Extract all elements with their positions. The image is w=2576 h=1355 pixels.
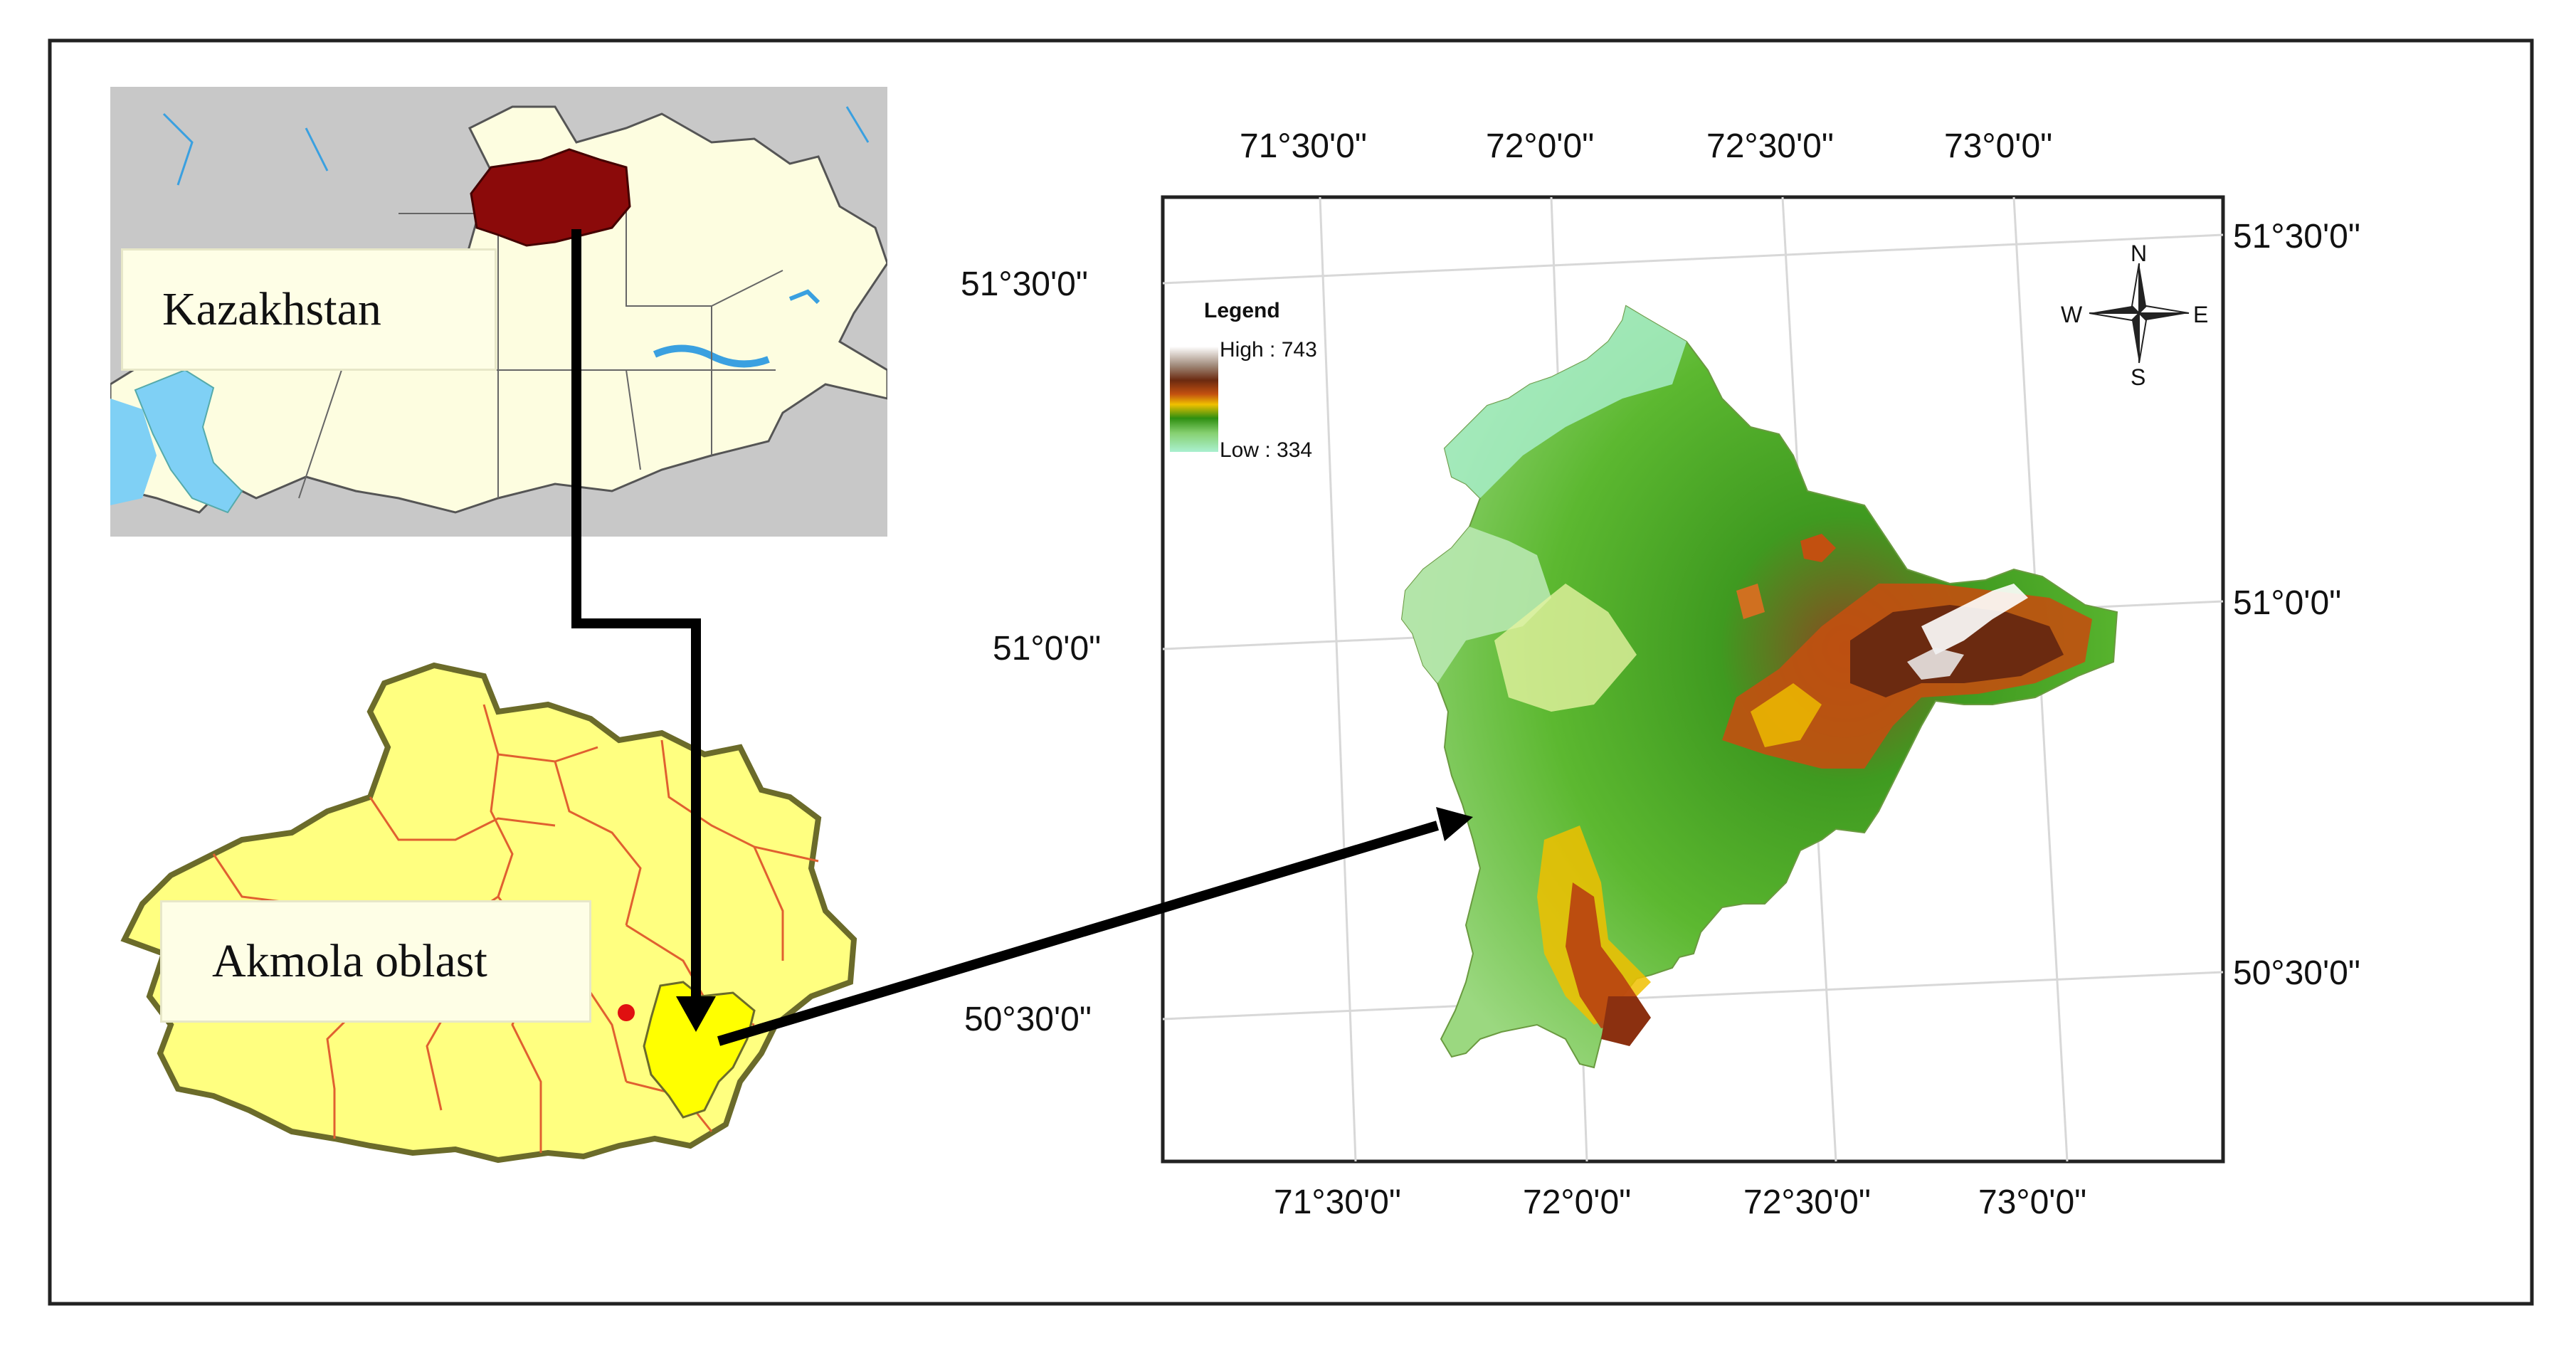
arrowhead-right-icon bbox=[1436, 807, 1473, 841]
bottom-tick-label: 71°30'0" bbox=[1274, 1183, 1401, 1221]
legend-low-label: Low : 334 bbox=[1220, 438, 1313, 462]
left-tick-label: 50°30'0" bbox=[964, 1001, 1092, 1038]
compass-rose-icon bbox=[2089, 263, 2190, 364]
left-tick-label: 51°30'0" bbox=[961, 265, 1088, 303]
arrowhead-down-icon bbox=[676, 996, 716, 1032]
kazakhstan-label-text: Kazakhstan bbox=[162, 283, 381, 335]
dem-elevation-map bbox=[1400, 305, 2118, 1069]
akmola-oblast-label: Akmola oblast bbox=[160, 900, 591, 1023]
legend-title: Legend bbox=[1204, 299, 1280, 322]
legend-high-label: High : 743 bbox=[1220, 338, 1317, 362]
top-tick-label: 73°0'0" bbox=[1944, 127, 2053, 165]
kazakhstan-label: Kazakhstan bbox=[121, 248, 497, 371]
akmola-oblast-label-text: Akmola oblast bbox=[212, 935, 487, 987]
kazakhstan-inset-map bbox=[110, 87, 887, 537]
compass-south-label: S bbox=[2131, 364, 2146, 390]
top-tick-label: 72°0'0" bbox=[1486, 127, 1595, 165]
akmola-highlight bbox=[470, 148, 631, 247]
right-tick-label: 51°30'0" bbox=[2233, 218, 2360, 255]
bottom-tick-label: 73°0'0" bbox=[1978, 1183, 2087, 1221]
right-tick-label: 51°0'0" bbox=[2233, 584, 2342, 622]
compass-north-label: N bbox=[2131, 241, 2148, 266]
capital-marker bbox=[618, 1004, 635, 1021]
bottom-tick-label: 72°0'0" bbox=[1523, 1183, 1632, 1221]
kazakhstan-to-akmola-arrow bbox=[571, 229, 701, 1011]
connector-arrows bbox=[571, 229, 1473, 1046]
top-tick-label: 71°30'0" bbox=[1240, 127, 1367, 165]
legend-color-ramp bbox=[1170, 347, 1218, 452]
compass-east-label: E bbox=[2193, 302, 2209, 327]
study-area-highlight bbox=[643, 981, 756, 1119]
compass-west-label: W bbox=[2061, 302, 2083, 327]
left-tick-label: 51°0'0" bbox=[993, 630, 1102, 668]
top-tick-label: 72°30'0" bbox=[1706, 127, 1834, 165]
bottom-tick-label: 72°30'0" bbox=[1743, 1183, 1871, 1221]
akmola-to-dem-arrow bbox=[717, 821, 1440, 1046]
right-tick-label: 50°30'0" bbox=[2233, 954, 2360, 992]
